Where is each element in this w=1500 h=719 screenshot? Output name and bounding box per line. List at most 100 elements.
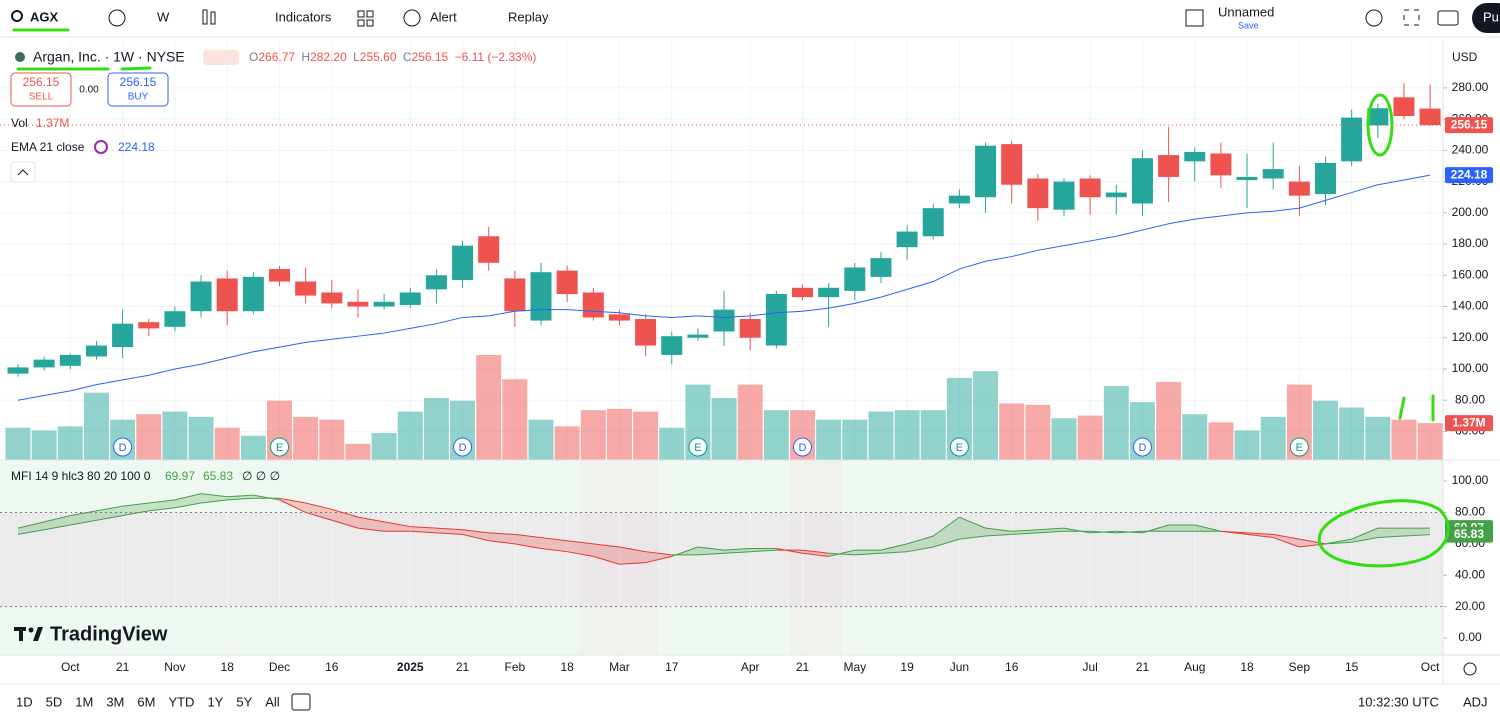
- event-label[interactable]: E: [1296, 442, 1303, 454]
- sell-button[interactable]: [10, 72, 72, 107]
- legend-title: Argan, Inc. · 1W · NYSE: [33, 49, 185, 65]
- mfi-segment: [436, 532, 463, 535]
- mfi-tick-label: 80.00: [1455, 505, 1485, 519]
- range-button[interactable]: 5D: [46, 694, 63, 709]
- alert-icon[interactable]: [403, 9, 421, 27]
- event-label[interactable]: D: [799, 442, 807, 454]
- alert-button[interactable]: Alert: [430, 9, 457, 24]
- mfi-signal-segment: [567, 540, 594, 545]
- event-badge[interactable]: [793, 437, 812, 457]
- candle-body: [295, 281, 317, 296]
- volume-bar: [502, 379, 528, 460]
- event-label[interactable]: E: [694, 442, 701, 454]
- axis-settings[interactable]: [1463, 662, 1477, 676]
- interval[interactable]: W: [157, 9, 170, 24]
- range-button[interactable]: 1D: [16, 694, 33, 709]
- range-button[interactable]: 6M: [137, 694, 155, 709]
- mfi-signal-segment: [933, 538, 960, 548]
- mfi-segment: [593, 555, 620, 565]
- range-button[interactable]: 1Y: [207, 694, 223, 709]
- buy-button[interactable]: [107, 72, 169, 107]
- event-badge[interactable]: [1132, 437, 1152, 457]
- event-badge[interactable]: [270, 437, 289, 457]
- y-tick-label: 240.00: [1452, 143, 1489, 157]
- buy-label[interactable]: BUY: [128, 92, 149, 103]
- range-button[interactable]: 1M: [75, 694, 93, 709]
- event-badge[interactable]: [949, 437, 969, 457]
- add-symbol[interactable]: [108, 9, 126, 27]
- event-badge[interactable]: [113, 437, 133, 457]
- mfi-signal-segment: [357, 516, 385, 523]
- settings-icon[interactable]: [1365, 9, 1383, 27]
- layout-name[interactable]: Unnamed: [1218, 4, 1274, 19]
- x-tick-label: Jul: [1082, 660, 1097, 674]
- candle-body: [1027, 178, 1049, 209]
- volume-bar: [1365, 416, 1391, 460]
- volume-bar: [83, 392, 109, 460]
- buy-price[interactable]: 256.15: [120, 75, 157, 89]
- mfi-segment: [1325, 538, 1352, 545]
- indicators-button[interactable]: Indicators: [275, 9, 332, 24]
- replay-button[interactable]: Replay: [508, 9, 549, 24]
- candle-body: [1367, 108, 1389, 126]
- range-button[interactable]: 5Y: [236, 694, 252, 709]
- event-label[interactable]: E: [276, 442, 283, 454]
- mfi-segment: [96, 505, 123, 512]
- volume-bar: [659, 427, 685, 460]
- c-label: C: [403, 50, 412, 64]
- fullscreen-icon[interactable]: [1403, 9, 1420, 26]
- event-badge[interactable]: [453, 437, 473, 457]
- volume-bar: [554, 426, 580, 460]
- range-button[interactable]: 3M: [106, 694, 124, 709]
- save-label[interactable]: Save: [1238, 20, 1259, 30]
- date-range-icon[interactable]: [291, 693, 311, 711]
- candle-body: [739, 319, 761, 338]
- collapse-button[interactable]: [10, 161, 36, 183]
- sell-price[interactable]: 256.15: [23, 75, 60, 89]
- layout-checkbox[interactable]: [1185, 9, 1204, 27]
- event-badge[interactable]: [1289, 437, 1309, 457]
- symbol[interactable]: AGX: [30, 9, 59, 24]
- candle-body: [190, 281, 212, 312]
- mfi-fill: [959, 517, 986, 540]
- mfi-signal-segment: [488, 532, 515, 535]
- volume-bar: [1313, 400, 1338, 460]
- event-label[interactable]: D: [459, 442, 467, 454]
- flag[interactable]: [203, 50, 239, 65]
- x-tick-label: 16: [325, 660, 339, 674]
- signal-tag-label: 65.83: [1454, 527, 1484, 541]
- mfi-fill: [18, 521, 45, 535]
- publish-button[interactable]: [1472, 3, 1500, 33]
- event-label[interactable]: D: [1138, 442, 1146, 454]
- mfi-segment: [1351, 527, 1378, 540]
- screenshot-icon[interactable]: [1437, 10, 1459, 26]
- event-label[interactable]: D: [119, 442, 127, 454]
- sell-label[interactable]: SELL: [29, 92, 54, 103]
- currency[interactable]: USD: [1452, 50, 1478, 64]
- legend: Argan, Inc. · 1W · NYSE O266.77 H282.20 …: [10, 49, 1478, 483]
- ema-value: 224.18: [118, 140, 155, 154]
- volume-bar: [1417, 423, 1443, 460]
- event-badge[interactable]: [688, 437, 708, 457]
- search-icon[interactable]: [11, 10, 23, 22]
- publish-label[interactable]: Pu: [1483, 9, 1499, 24]
- ema-icon[interactable]: [94, 140, 108, 154]
- templates[interactable]: [357, 10, 365, 18]
- mfi-segment: [357, 527, 385, 532]
- range-button[interactable]: All: [265, 694, 280, 709]
- candle-body: [33, 359, 55, 368]
- mfi-signal-segment: [1377, 535, 1404, 539]
- candle-body: [1341, 117, 1363, 162]
- mfi-fill: [44, 515, 71, 530]
- mfi-segment: [802, 552, 829, 557]
- x-tick-label: 21: [796, 660, 810, 674]
- adj-toggle[interactable]: ADJ: [1463, 694, 1488, 709]
- event-label[interactable]: E: [956, 442, 963, 454]
- chart-type[interactable]: [202, 9, 208, 25]
- candle-body: [7, 367, 29, 374]
- volume-bar: [920, 410, 946, 460]
- range-button[interactable]: YTD: [168, 694, 194, 709]
- mfi-signal-segment: [384, 521, 411, 528]
- candle-body: [478, 236, 500, 263]
